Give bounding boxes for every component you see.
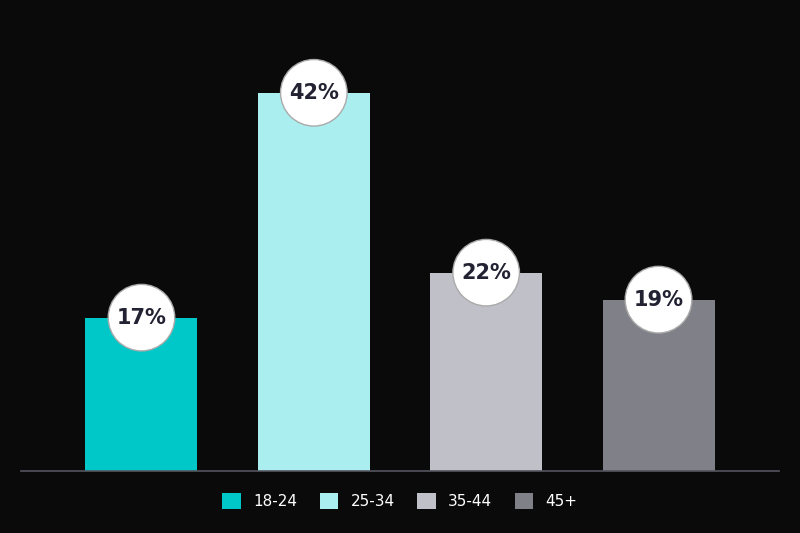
Bar (86, 318, 198, 471)
Text: 19%: 19% (634, 289, 683, 310)
Text: 22%: 22% (462, 263, 511, 282)
Text: 42%: 42% (289, 83, 338, 103)
Bar (258, 93, 370, 471)
Bar (430, 273, 542, 471)
Legend: 18-24, 25-34, 35-44, 45+: 18-24, 25-34, 35-44, 45+ (214, 486, 586, 517)
Text: 17%: 17% (117, 308, 166, 328)
Bar (602, 300, 714, 471)
